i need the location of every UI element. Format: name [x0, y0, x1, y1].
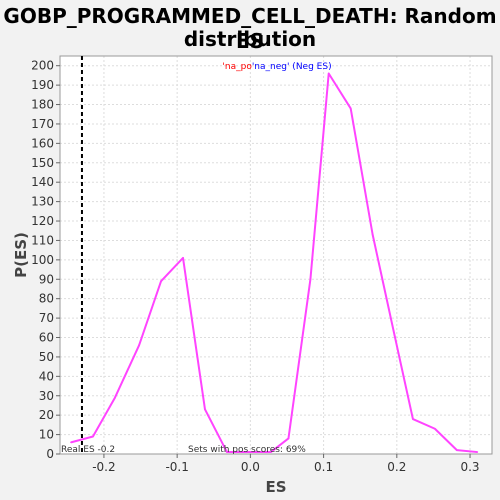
data-point — [456, 449, 458, 451]
y-tick-label: 130 — [31, 195, 54, 209]
y-tick-label: 200 — [31, 59, 54, 73]
data-point — [248, 451, 250, 453]
data-point — [114, 396, 116, 399]
y-tick-label: 170 — [31, 117, 54, 131]
data-point — [476, 451, 479, 453]
y-tick-label: 110 — [31, 233, 54, 247]
y-tick-label: 60 — [39, 331, 54, 345]
y-tick-label: 20 — [39, 408, 54, 422]
x-tick-label: -0.1 — [165, 460, 188, 474]
x-tick-label: 0.1 — [314, 460, 333, 474]
y-tick-label: 140 — [31, 175, 54, 189]
data-point — [434, 427, 436, 430]
x-tick-label: 0.3 — [460, 460, 479, 474]
y-tick-label: 70 — [39, 311, 54, 325]
y-tick-label: 90 — [39, 272, 54, 286]
x-tick-label: 0.0 — [241, 460, 260, 474]
y-tick-label: 80 — [39, 292, 54, 306]
data-point — [138, 344, 140, 347]
data-point — [327, 72, 330, 75]
x-axis-label: ES — [265, 478, 286, 496]
y-tick-label: 0 — [46, 447, 54, 461]
y-axis-label: P(ES) — [12, 232, 30, 278]
plot-area — [60, 56, 492, 454]
data-point — [204, 408, 206, 411]
legend: 'na_po'na_neg' (Neg ES) — [222, 62, 331, 72]
y-tick-label: 150 — [31, 156, 54, 170]
chart-title-line1: GOBP_PROGRAMMED_CELL_DEATH: Random ES — [3, 4, 497, 53]
plot-border — [59, 55, 493, 455]
y-tick-label: 190 — [31, 78, 54, 92]
y-tick-label: 160 — [31, 136, 54, 150]
data-point — [226, 451, 228, 453]
legend-neg-label: 'na_neg' (Neg ES) — [252, 62, 332, 72]
y-tick-label: 120 — [31, 214, 54, 228]
data-point — [287, 437, 290, 440]
pos-scores-annotation: Sets with pos scores: 69% — [188, 445, 306, 455]
y-tick-label: 50 — [39, 350, 54, 364]
y-tick-label: 40 — [39, 369, 54, 383]
data-point — [393, 334, 396, 337]
data-point — [371, 233, 374, 236]
data-point — [270, 451, 272, 453]
data-point — [309, 278, 312, 281]
x-tick-label: -0.2 — [92, 460, 115, 474]
x-tick-label: 0.2 — [387, 460, 406, 474]
chart-title-line2: distribution — [183, 27, 317, 51]
y-tick-label: 30 — [39, 389, 54, 403]
data-point — [349, 107, 352, 110]
series-line — [70, 72, 478, 454]
data-point — [182, 257, 184, 259]
data-point — [92, 435, 94, 438]
legend-pos-label: 'na_po — [222, 62, 252, 72]
data-point — [412, 418, 414, 420]
y-tick-label: 10 — [39, 428, 54, 442]
y-tick-label: 100 — [31, 253, 54, 267]
data-point — [70, 441, 72, 444]
data-point — [160, 280, 162, 283]
y-tick-label: 180 — [31, 98, 54, 112]
real-es-label: Real ES -0.2 — [61, 445, 115, 455]
